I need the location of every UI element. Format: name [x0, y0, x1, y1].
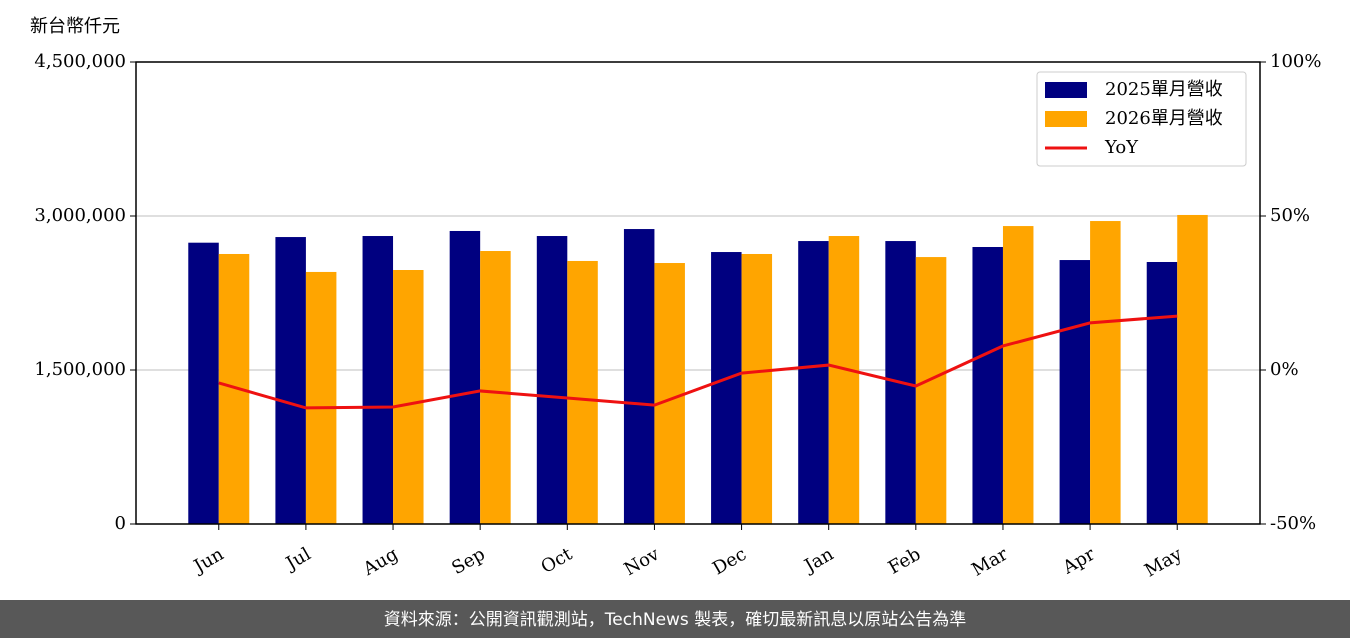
- bar: [567, 260, 598, 524]
- x-tick-label: Mar: [968, 543, 1012, 580]
- bar: [741, 253, 773, 524]
- bar: [915, 257, 947, 524]
- y2-tick-label: -50%: [1270, 513, 1316, 534]
- y2-tick-label: 0%: [1270, 359, 1299, 380]
- bar: [275, 237, 306, 524]
- bar: [654, 263, 685, 524]
- bar: [798, 241, 829, 524]
- bar: [1090, 221, 1121, 524]
- bar: [1146, 261, 1178, 524]
- bar: [1177, 214, 1208, 524]
- bar: [711, 252, 742, 524]
- x-tick-label: Aug: [359, 544, 402, 581]
- bar: [1059, 260, 1091, 524]
- bar: [1002, 226, 1034, 524]
- y-tick-label: 0: [115, 513, 126, 534]
- x-tick-label: Apr: [1059, 543, 1099, 578]
- x-tick-label: Oct: [538, 543, 577, 578]
- legend-swatch: [1045, 82, 1087, 98]
- bar: [188, 242, 219, 524]
- plot-frame: [135, 61, 1261, 525]
- x-tick-label: Feb: [885, 544, 925, 579]
- footer-text: 資料來源：公開資訊觀測站，TechNews 製表，確切最新訊息以原站公告為準: [384, 610, 966, 630]
- legend-box: [1036, 71, 1247, 167]
- bar: [972, 247, 1003, 524]
- bar: [362, 236, 394, 524]
- line: [218, 314, 1178, 410]
- x-tick-label: May: [1141, 543, 1186, 581]
- bar: [536, 236, 568, 524]
- legend-label: 2025單月營收: [1105, 79, 1223, 100]
- y-tick-label: 1,500,000: [34, 359, 126, 380]
- y-axis-label: 新台幣仟元: [30, 16, 120, 37]
- x-tick-label: Dec: [709, 544, 750, 580]
- legend-swatch: [1045, 111, 1087, 127]
- x-tick-label: Nov: [621, 543, 664, 580]
- y-tick-label: 4,500,000: [34, 51, 126, 72]
- x-tick-label: Sep: [448, 544, 488, 579]
- y2-tick-label: 100%: [1270, 51, 1321, 72]
- x-tick-label: Jun: [189, 543, 228, 578]
- y-tick-label: 3,000,000: [34, 205, 126, 226]
- bar: [449, 230, 481, 525]
- y2-tick-label: 50%: [1270, 205, 1310, 226]
- footer-bar: [0, 600, 1350, 638]
- bar: [305, 271, 337, 524]
- legend-label: 2026單月營收: [1105, 108, 1223, 129]
- bar: [480, 251, 511, 524]
- bar: [393, 270, 424, 524]
- bar: [828, 236, 860, 524]
- bar: [623, 229, 655, 524]
- legend-label: YoY: [1104, 137, 1139, 158]
- x-tick-label: Jan: [799, 543, 837, 577]
- x-tick-label: Jul: [281, 544, 315, 576]
